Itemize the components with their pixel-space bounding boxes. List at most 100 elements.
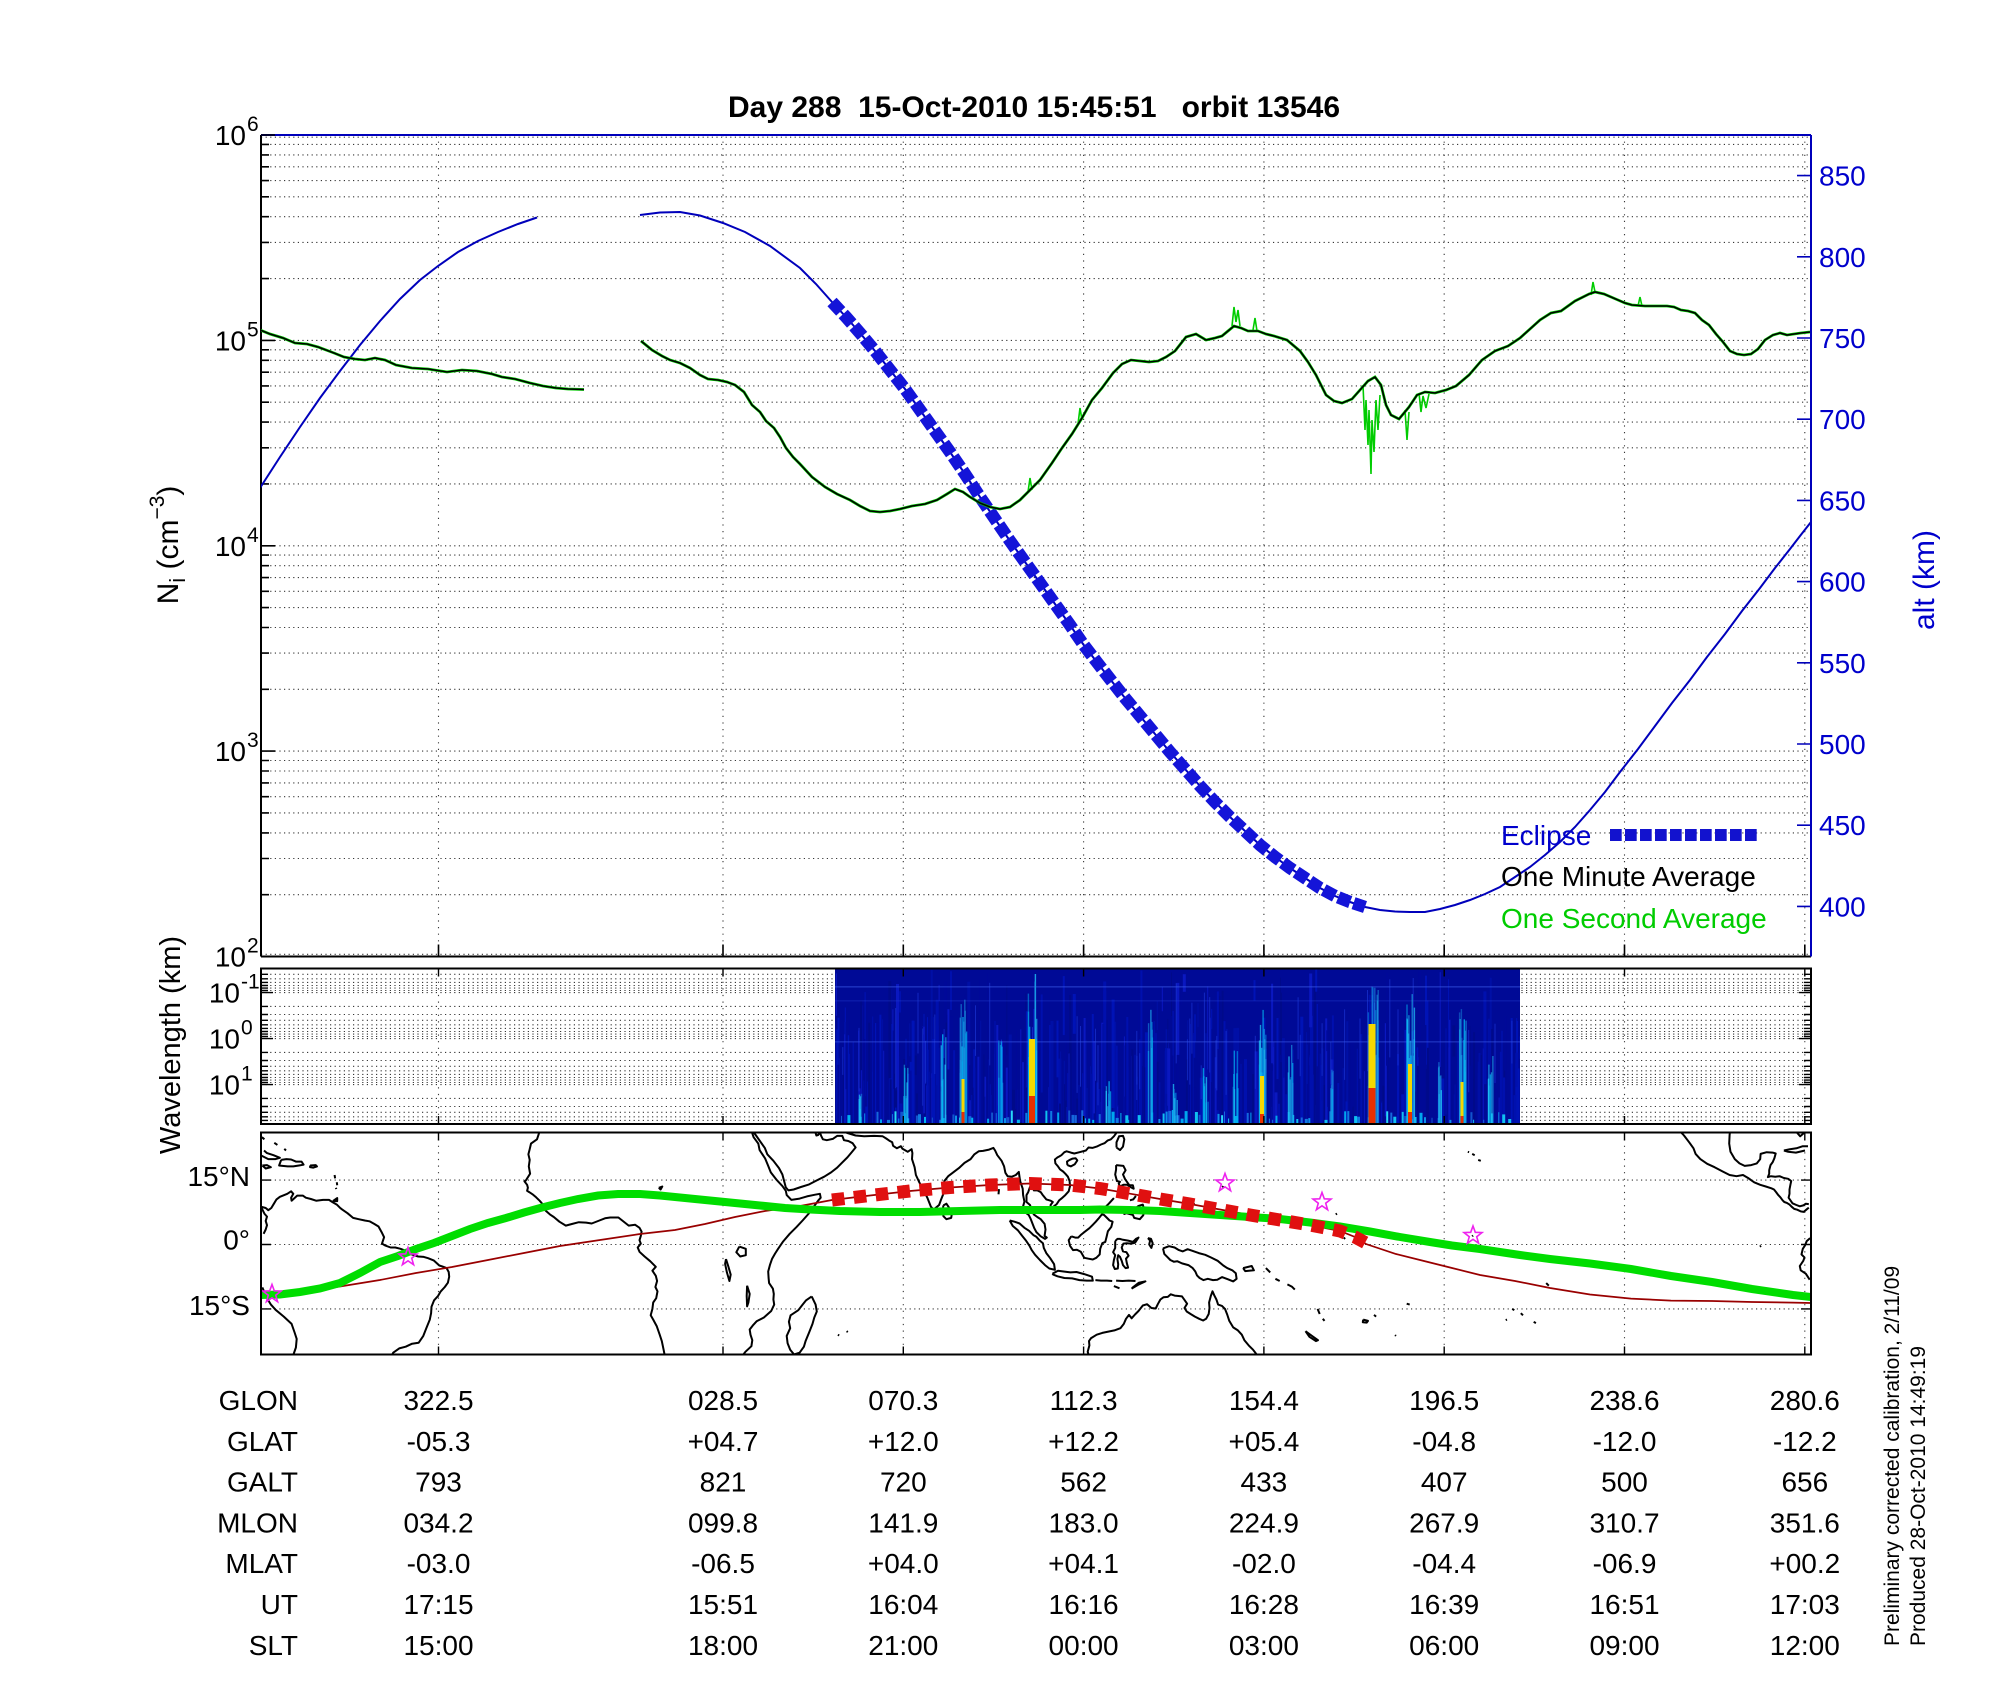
svg-text:750: 750 xyxy=(1819,323,1866,354)
svg-text:10: 10 xyxy=(209,978,240,1009)
svg-text:-12.2: -12.2 xyxy=(1773,1426,1837,1457)
svg-text:Wavelength (km): Wavelength (km) xyxy=(155,936,187,1154)
svg-text:GLAT: GLAT xyxy=(227,1426,298,1457)
svg-text:351.6: 351.6 xyxy=(1770,1507,1840,1538)
svg-text:-03.0: -03.0 xyxy=(407,1548,471,1579)
svg-text:One Minute Average: One Minute Average xyxy=(1501,861,1756,892)
svg-text:15:51: 15:51 xyxy=(688,1589,758,1620)
svg-text:-1: -1 xyxy=(241,971,260,994)
svg-text:310.7: 310.7 xyxy=(1589,1507,1659,1538)
svg-text:-02.0: -02.0 xyxy=(1232,1548,1296,1579)
svg-text:One Second Average: One Second Average xyxy=(1501,903,1767,934)
svg-text:16:51: 16:51 xyxy=(1589,1589,1659,1620)
svg-text:+00.2: +00.2 xyxy=(1769,1548,1840,1579)
svg-text:450: 450 xyxy=(1819,810,1866,841)
svg-text:-05.3: -05.3 xyxy=(407,1426,471,1457)
svg-text:5: 5 xyxy=(247,318,259,341)
svg-text:Preliminary corrected calibrat: Preliminary corrected calibration, 2/11/… xyxy=(1881,1266,1904,1646)
svg-text:Produced 28-Oct-2010 14:49:19: Produced 28-Oct-2010 14:49:19 xyxy=(1907,1346,1930,1646)
svg-text:280.6: 280.6 xyxy=(1770,1385,1840,1416)
svg-text:16:39: 16:39 xyxy=(1409,1589,1479,1620)
svg-text:21:00: 21:00 xyxy=(868,1630,938,1661)
svg-text:15°N: 15°N xyxy=(187,1161,250,1192)
svg-text:034.2: 034.2 xyxy=(403,1507,473,1538)
svg-text:793: 793 xyxy=(415,1467,462,1498)
svg-text:10: 10 xyxy=(215,531,246,562)
svg-text:3: 3 xyxy=(247,729,259,752)
svg-text:10: 10 xyxy=(209,1024,240,1055)
svg-text:070.3: 070.3 xyxy=(868,1385,938,1416)
svg-text:16:28: 16:28 xyxy=(1229,1589,1299,1620)
svg-text:15°S: 15°S xyxy=(189,1290,250,1321)
svg-text:183.0: 183.0 xyxy=(1049,1507,1119,1538)
svg-text:-04.8: -04.8 xyxy=(1412,1426,1476,1457)
svg-text:10: 10 xyxy=(215,120,246,151)
svg-text:06:00: 06:00 xyxy=(1409,1630,1479,1661)
svg-text:09:00: 09:00 xyxy=(1589,1630,1659,1661)
svg-text:407: 407 xyxy=(1421,1467,1468,1498)
svg-text:00:00: 00:00 xyxy=(1049,1630,1119,1661)
svg-text:850: 850 xyxy=(1819,161,1866,192)
svg-text:322.5: 322.5 xyxy=(403,1385,473,1416)
svg-text:12:00: 12:00 xyxy=(1770,1630,1840,1661)
svg-text:267.9: 267.9 xyxy=(1409,1507,1479,1538)
svg-text:720: 720 xyxy=(880,1467,927,1498)
svg-text:+04.1: +04.1 xyxy=(1048,1548,1119,1579)
svg-text:+05.4: +05.4 xyxy=(1228,1426,1299,1457)
svg-text:18:00: 18:00 xyxy=(688,1630,758,1661)
svg-text:MLON: MLON xyxy=(217,1507,298,1538)
svg-text:03:00: 03:00 xyxy=(1229,1630,1299,1661)
svg-text:-04.4: -04.4 xyxy=(1412,1548,1476,1579)
svg-text:821: 821 xyxy=(700,1467,747,1498)
svg-text:+12.2: +12.2 xyxy=(1048,1426,1119,1457)
svg-text:656: 656 xyxy=(1781,1467,1828,1498)
svg-text:SLT: SLT xyxy=(249,1630,298,1661)
svg-text:550: 550 xyxy=(1819,648,1866,679)
svg-text:028.5: 028.5 xyxy=(688,1385,758,1416)
svg-text:1: 1 xyxy=(241,1063,253,1086)
svg-text:500: 500 xyxy=(1819,729,1866,760)
svg-text:17:03: 17:03 xyxy=(1770,1589,1840,1620)
svg-text:500: 500 xyxy=(1601,1467,1648,1498)
svg-text:-06.9: -06.9 xyxy=(1593,1548,1657,1579)
svg-text:16:16: 16:16 xyxy=(1049,1589,1119,1620)
svg-text:650: 650 xyxy=(1819,485,1866,516)
svg-text:-12.0: -12.0 xyxy=(1593,1426,1657,1457)
svg-text:0°: 0° xyxy=(223,1225,250,1256)
svg-text:Eclipse: Eclipse xyxy=(1501,820,1591,851)
svg-text:0: 0 xyxy=(241,1017,253,1040)
svg-text:224.9: 224.9 xyxy=(1229,1507,1299,1538)
svg-text:112.3: 112.3 xyxy=(1050,1385,1118,1416)
svg-text:MLAT: MLAT xyxy=(225,1548,298,1579)
svg-text:141.9: 141.9 xyxy=(868,1507,938,1538)
svg-text:GLON: GLON xyxy=(219,1385,298,1416)
svg-text:4: 4 xyxy=(247,524,259,547)
svg-text:-06.5: -06.5 xyxy=(691,1548,755,1579)
svg-text:alt (km): alt (km) xyxy=(1908,530,1941,630)
svg-text:099.8: 099.8 xyxy=(688,1507,758,1538)
svg-text:UT: UT xyxy=(261,1589,298,1620)
svg-text:433: 433 xyxy=(1241,1467,1288,1498)
svg-text:Day 288 15-Oct-2010 15:45:51: Day 288 15-Oct-2010 15:45:51 orbit 13546 xyxy=(728,91,1340,124)
svg-text:196.5: 196.5 xyxy=(1409,1385,1479,1416)
svg-text:16:04: 16:04 xyxy=(868,1589,938,1620)
svg-text:10: 10 xyxy=(215,736,246,767)
svg-text:17:15: 17:15 xyxy=(403,1589,473,1620)
svg-text:15:00: 15:00 xyxy=(403,1630,473,1661)
svg-text:+04.0: +04.0 xyxy=(868,1548,939,1579)
svg-text:600: 600 xyxy=(1819,567,1866,598)
svg-text:10: 10 xyxy=(215,942,246,973)
svg-text:GALT: GALT xyxy=(227,1467,298,1498)
svg-text:800: 800 xyxy=(1819,242,1866,273)
svg-text:700: 700 xyxy=(1819,404,1866,435)
svg-text:10: 10 xyxy=(209,1070,240,1101)
svg-text:154.4: 154.4 xyxy=(1229,1385,1299,1416)
svg-text:400: 400 xyxy=(1819,891,1866,922)
svg-text:562: 562 xyxy=(1060,1467,1107,1498)
svg-text:238.6: 238.6 xyxy=(1589,1385,1659,1416)
svg-text:2: 2 xyxy=(247,935,259,958)
svg-text:+12.0: +12.0 xyxy=(868,1426,939,1457)
svg-text:10: 10 xyxy=(215,325,246,356)
svg-text:+04.7: +04.7 xyxy=(688,1426,759,1457)
svg-text:6: 6 xyxy=(247,113,259,136)
